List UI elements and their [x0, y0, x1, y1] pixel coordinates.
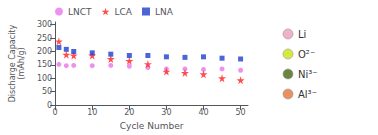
svg-text:Cycle Number: Cycle Number [120, 121, 184, 131]
svg-text:Li: Li [298, 29, 306, 40]
svg-text:(mAh/g): (mAh/g) [17, 47, 26, 79]
svg-text:10: 10 [87, 108, 97, 117]
svg-text:LNA: LNA [155, 7, 174, 17]
svg-text:20: 20 [124, 108, 134, 117]
svg-text:Ni³⁻: Ni³⁻ [298, 69, 318, 80]
svg-text:Discharge Capacity: Discharge Capacity [8, 24, 17, 102]
svg-text:LNCT: LNCT [68, 7, 92, 17]
svg-text:0: 0 [47, 101, 52, 110]
svg-text:Al³⁻: Al³⁻ [298, 89, 317, 100]
svg-text:150: 150 [37, 60, 52, 69]
svg-text:200: 200 [37, 47, 52, 56]
svg-text:O²⁻: O²⁻ [298, 49, 315, 60]
svg-text:30: 30 [161, 108, 171, 117]
svg-text:250: 250 [37, 34, 52, 43]
svg-text:40: 40 [198, 108, 208, 117]
svg-text:300: 300 [37, 20, 52, 29]
svg-text:50: 50 [235, 108, 245, 117]
svg-text:100: 100 [37, 74, 52, 83]
svg-text:LCA: LCA [115, 7, 133, 17]
svg-text:50: 50 [42, 87, 52, 96]
svg-text:0: 0 [53, 108, 58, 117]
